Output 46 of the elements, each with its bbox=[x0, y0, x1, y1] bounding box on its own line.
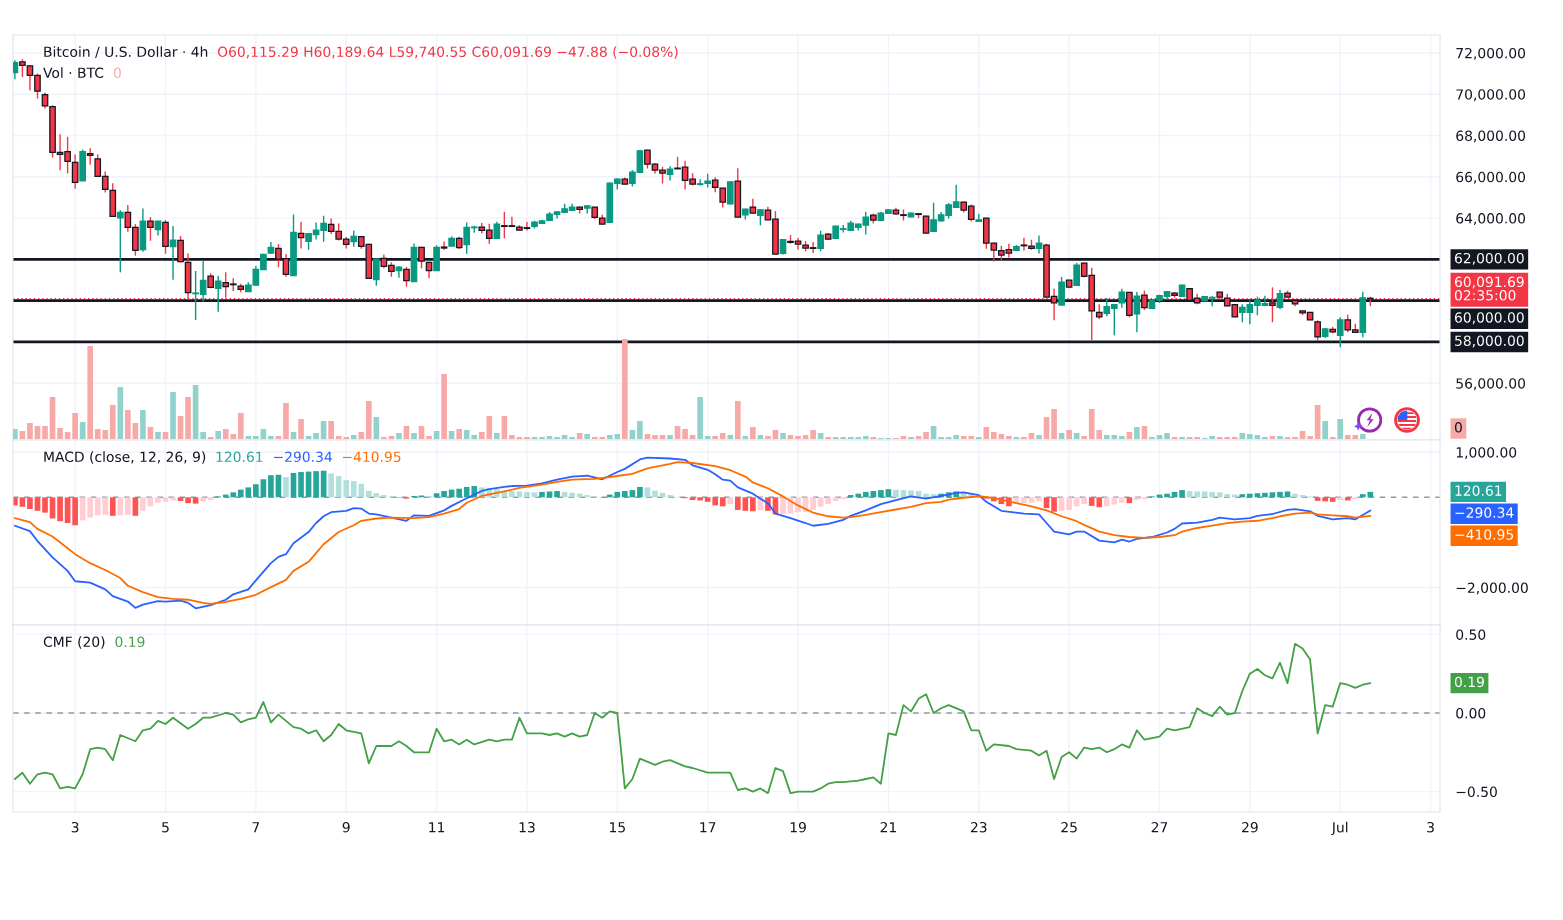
y-tick-label: 68,000.00 bbox=[1456, 130, 1526, 143]
x-tick-label: 21 bbox=[880, 821, 896, 833]
y-tick-label: 0.00 bbox=[1456, 707, 1486, 719]
y-tick-label: 1,000.00 bbox=[1456, 447, 1517, 460]
text: −290.34 bbox=[1455, 507, 1514, 518]
x-tick-label: 15 bbox=[610, 822, 625, 833]
annotation: −410.95 bbox=[342, 451, 401, 463]
annotation: 0.19 bbox=[115, 636, 145, 648]
y-tick-label: −0.50 bbox=[1456, 786, 1497, 798]
x-tick-label: Jul bbox=[1331, 821, 1348, 836]
x-tick-label: 3 bbox=[71, 821, 79, 833]
x-tick-label: 23 bbox=[970, 821, 987, 833]
text: 0 bbox=[1454, 422, 1462, 433]
x-tick-label: 29 bbox=[1242, 821, 1258, 833]
text: −410.95 bbox=[1455, 529, 1514, 540]
x-tick-label: 7 bbox=[252, 822, 260, 833]
text: O60,115.29 H60,189.64 L59,740.55 C60,091.69 −47.88 (−0.08%) bbox=[217, 46, 678, 59]
text: 120.61 bbox=[1455, 485, 1502, 496]
x-tick-label: 27 bbox=[1151, 821, 1168, 833]
chart-title: Vol · BTC bbox=[43, 67, 104, 79]
x-tick-label: 19 bbox=[790, 821, 806, 833]
text: MACD (close, 12, 26, 9) bbox=[44, 451, 206, 464]
annotation: −290.34 bbox=[273, 451, 332, 463]
x-tick-label: 5 bbox=[162, 822, 169, 833]
text: 0.19 bbox=[1454, 676, 1484, 688]
text: CMF (20) bbox=[43, 636, 105, 649]
text: 0 bbox=[113, 67, 121, 79]
x-tick-label: 11 bbox=[429, 822, 445, 833]
text: Bitcoin / U.S. Dollar · 4h bbox=[44, 46, 208, 59]
y-tick-label: 0.50 bbox=[1456, 629, 1486, 640]
annotation: 120.61 bbox=[216, 451, 263, 463]
y-tick-label: 64,000.00 bbox=[1456, 213, 1526, 225]
ref-line-label: 60,091.69 02:35:00 bbox=[1454, 276, 1524, 301]
x-tick-label: 25 bbox=[1061, 821, 1077, 833]
y-tick-label: 56,000.00 bbox=[1456, 378, 1526, 391]
x-tick-label: 9 bbox=[342, 821, 350, 833]
y-tick-label: 72,000.00 bbox=[1456, 47, 1526, 60]
ref-line-label: 62,000.00 bbox=[1454, 252, 1524, 265]
y-tick-label: −2,000.00 bbox=[1456, 582, 1528, 595]
x-tick-label: 13 bbox=[519, 821, 535, 833]
y-tick-label: 70,000.00 bbox=[1456, 89, 1526, 102]
ref-line-label: 58,000.00 bbox=[1455, 335, 1524, 348]
y-tick-label: 66,000.00 bbox=[1456, 171, 1526, 184]
x-tick-label: 17 bbox=[700, 822, 716, 833]
x-tick-label: 3 bbox=[1427, 821, 1434, 833]
ref-line-label: 60,000.00 bbox=[1454, 312, 1524, 325]
